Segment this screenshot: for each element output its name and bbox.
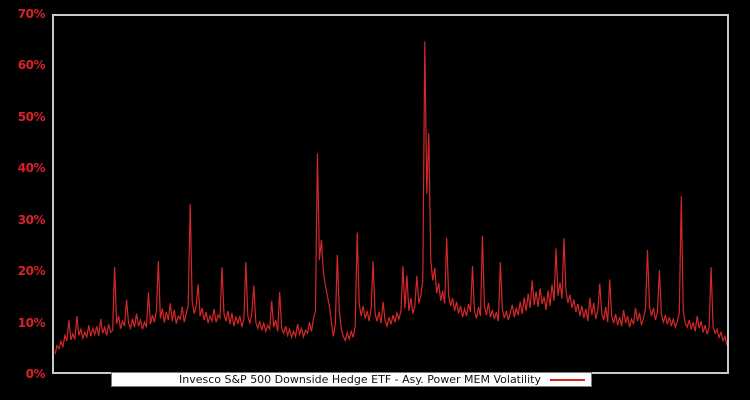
legend-line-sample-icon xyxy=(550,378,585,381)
plot-area: Invesco S&P 500 Downside Hedge ETF - Asy… xyxy=(52,14,729,387)
y-tick-label: 30% xyxy=(17,212,46,227)
volatility-line-series xyxy=(54,41,727,355)
y-tick-label: 60% xyxy=(17,58,46,73)
legend-label: Invesco S&P 500 Downside Hedge ETF - Asy… xyxy=(179,373,541,386)
legend: Invesco S&P 500 Downside Hedge ETF - Asy… xyxy=(111,372,592,387)
y-tick-label: 40% xyxy=(17,161,46,176)
y-tick-label: 10% xyxy=(17,315,46,330)
y-tick-label: 0% xyxy=(25,367,46,381)
y-tick-label: 50% xyxy=(17,109,46,124)
volatility-line xyxy=(54,41,727,355)
y-tick-label: 70% xyxy=(17,7,46,21)
y-tick-label: 20% xyxy=(17,264,46,279)
